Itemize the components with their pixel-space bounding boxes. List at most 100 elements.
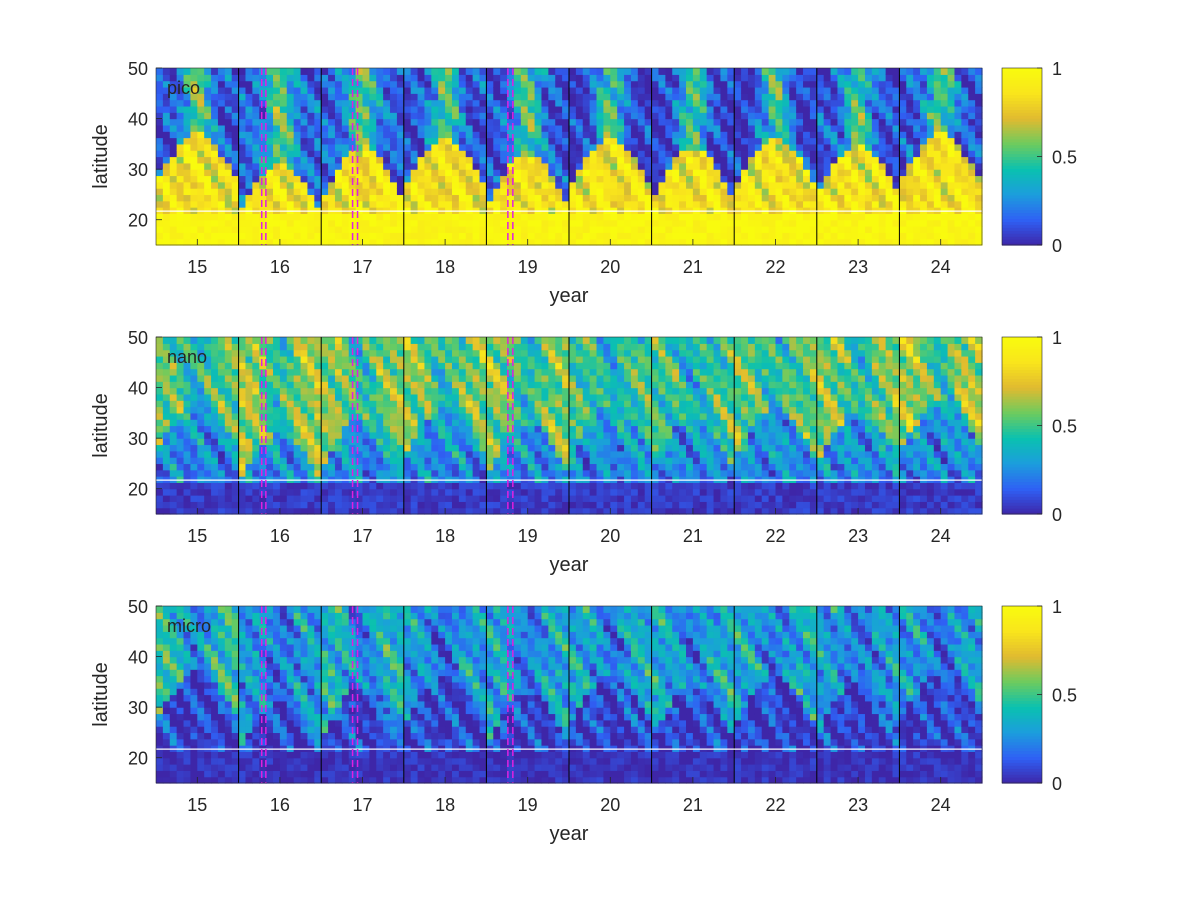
heatmap-cell bbox=[658, 188, 666, 196]
heatmap-cell bbox=[823, 226, 832, 233]
heatmap-cell bbox=[899, 131, 907, 139]
heatmap-cell bbox=[169, 105, 178, 113]
heatmap-cell bbox=[830, 68, 839, 75]
heatmap-cell bbox=[231, 68, 240, 75]
heatmap-cell bbox=[376, 387, 384, 395]
heatmap-cell bbox=[314, 219, 322, 227]
heatmap-cell bbox=[486, 495, 494, 502]
heatmap-cell bbox=[754, 93, 763, 101]
heatmap-cell bbox=[431, 162, 439, 170]
heatmap-cell bbox=[252, 393, 260, 401]
heatmap-cell bbox=[472, 393, 481, 401]
heatmap-cell bbox=[217, 400, 226, 408]
heatmap-cell bbox=[472, 232, 481, 240]
heatmap-cell bbox=[486, 68, 494, 75]
heatmap-cell bbox=[417, 431, 426, 439]
heatmap-cell bbox=[362, 219, 370, 227]
heatmap-cell bbox=[575, 99, 584, 107]
heatmap-cell bbox=[231, 162, 240, 170]
heatmap-cell bbox=[761, 181, 770, 189]
colorbar-segment bbox=[1002, 68, 1042, 72]
heatmap-cell bbox=[926, 175, 935, 183]
heatmap-cell bbox=[885, 219, 894, 227]
heatmap-cell bbox=[589, 80, 598, 88]
heatmap-cell bbox=[217, 188, 226, 196]
heatmap-cell bbox=[520, 238, 529, 246]
heatmap-cell bbox=[507, 188, 515, 196]
heatmap-cell bbox=[334, 143, 343, 151]
heatmap-cell bbox=[610, 181, 618, 189]
heatmap-cell bbox=[837, 162, 845, 170]
colorbar-segment bbox=[1002, 129, 1042, 134]
heatmap-cell bbox=[920, 219, 928, 227]
heatmap-cell bbox=[362, 169, 370, 177]
heatmap-cell bbox=[424, 444, 432, 452]
heatmap-cell bbox=[975, 175, 983, 183]
heatmap-cell bbox=[617, 238, 625, 246]
heatmap-cell bbox=[961, 213, 969, 221]
heatmap-cell bbox=[706, 232, 715, 240]
heatmap-cell bbox=[555, 68, 563, 75]
heatmap-cell bbox=[169, 393, 178, 401]
heatmap-cell bbox=[286, 368, 295, 376]
heatmap-cell bbox=[562, 226, 570, 233]
heatmap-cell bbox=[438, 169, 446, 177]
heatmap-cell bbox=[947, 93, 956, 101]
heatmap-cell bbox=[658, 181, 666, 189]
heatmap-cell bbox=[190, 213, 198, 221]
heatmap-cell bbox=[286, 406, 295, 414]
heatmap-cell bbox=[197, 80, 205, 88]
heatmap-cell bbox=[465, 444, 474, 452]
heatmap-cell bbox=[245, 175, 253, 183]
heatmap-cell bbox=[321, 425, 329, 433]
colorbar-tick-label: 0.5 bbox=[1052, 148, 1077, 168]
heatmap-cell bbox=[472, 444, 481, 452]
heatmap-cell bbox=[231, 374, 240, 382]
heatmap-cell bbox=[630, 162, 639, 170]
heatmap-cell bbox=[617, 175, 625, 183]
heatmap-cell bbox=[507, 112, 515, 120]
heatmap-cell bbox=[562, 188, 570, 196]
heatmap-cell bbox=[197, 355, 205, 363]
heatmap-cell bbox=[417, 68, 426, 75]
heatmap-cell bbox=[252, 431, 260, 439]
heatmap-cell bbox=[424, 156, 432, 164]
heatmap-cell bbox=[768, 80, 777, 88]
heatmap-cell bbox=[727, 131, 735, 139]
heatmap-cell bbox=[348, 74, 357, 82]
heatmap-cell bbox=[204, 143, 212, 151]
heatmap-cell bbox=[321, 188, 329, 196]
heatmap-cell bbox=[383, 501, 391, 509]
heatmap-cell bbox=[417, 374, 426, 382]
heatmap-cell bbox=[424, 74, 432, 82]
heatmap-cell bbox=[307, 93, 315, 101]
heatmap-cell bbox=[782, 124, 790, 132]
heatmap-cell bbox=[156, 374, 164, 382]
heatmap-cell bbox=[293, 112, 302, 120]
heatmap-cell bbox=[279, 118, 288, 126]
heatmap-cell bbox=[837, 213, 845, 221]
heatmap-cell bbox=[162, 175, 171, 183]
heatmap-cell bbox=[651, 200, 660, 208]
heatmap-cell bbox=[438, 482, 446, 490]
heatmap-cell bbox=[376, 162, 384, 170]
heatmap-cell bbox=[314, 181, 322, 189]
heatmap-cell bbox=[851, 188, 859, 196]
heatmap-cell bbox=[500, 131, 508, 139]
heatmap-cell bbox=[975, 238, 983, 246]
heatmap-cell bbox=[224, 86, 233, 94]
heatmap-cell bbox=[727, 226, 735, 233]
heatmap-cell bbox=[341, 469, 350, 477]
heatmap-cell bbox=[445, 200, 453, 208]
heatmap-cell bbox=[789, 131, 797, 139]
heatmap-cell bbox=[266, 124, 274, 132]
heatmap-cell bbox=[197, 124, 205, 132]
heatmap-cell bbox=[190, 374, 198, 382]
heatmap-cell bbox=[176, 368, 185, 376]
heatmap-cell bbox=[507, 368, 515, 376]
heatmap-cell bbox=[190, 137, 198, 145]
heatmap-cell bbox=[438, 143, 446, 151]
heatmap-cell bbox=[458, 343, 467, 351]
heatmap-cell bbox=[183, 337, 192, 344]
heatmap-cell bbox=[507, 381, 515, 389]
